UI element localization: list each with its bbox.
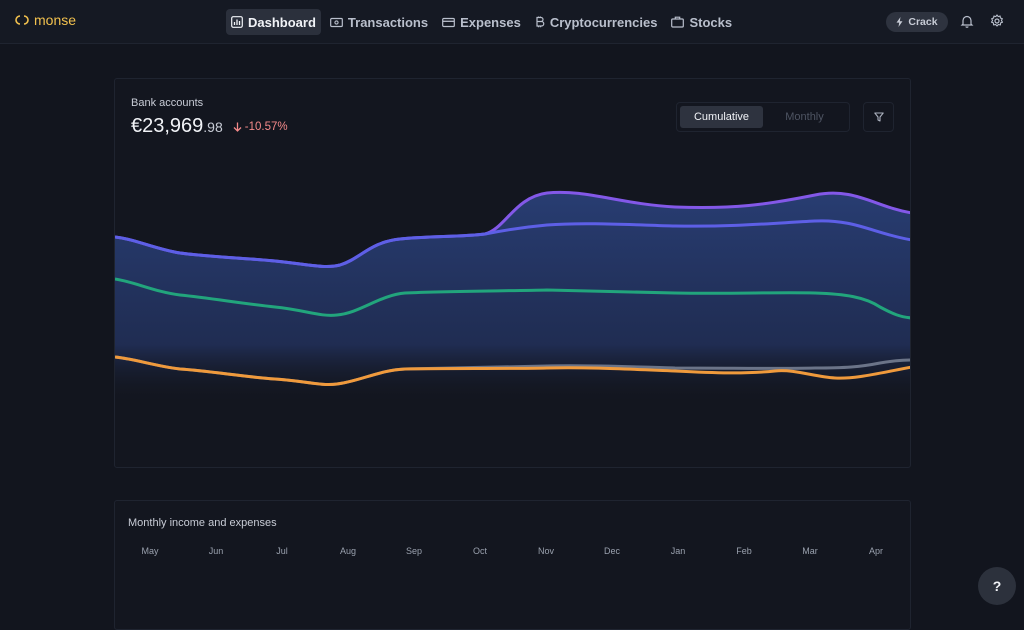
main-nav: Dashboard Transactions Expenses Cryptocu… bbox=[226, 9, 741, 35]
bank-accounts-card: Bank accounts €23,969 .98 -10.57% Cumula… bbox=[114, 78, 911, 468]
nav-label: Stocks bbox=[689, 14, 733, 30]
month-label: Jul bbox=[276, 546, 288, 556]
series-line-orange bbox=[115, 355, 910, 386]
area-fill bbox=[115, 192, 910, 404]
month-axis: May Jun Jul Aug Sep Oct Nov Dec Jan Feb … bbox=[115, 546, 912, 560]
month-label: Mar bbox=[802, 546, 818, 556]
nav-dashboard[interactable]: Dashboard bbox=[226, 9, 321, 35]
crack-label: Crack bbox=[908, 16, 938, 28]
bitcoin-icon bbox=[536, 16, 545, 28]
bank-balance: €23,969 .98 -10.57% bbox=[131, 115, 288, 138]
series-line-indigo bbox=[115, 219, 910, 268]
gear-icon[interactable] bbox=[990, 14, 1004, 28]
month-label: Sep bbox=[405, 546, 422, 556]
balance-decimals: .98 bbox=[203, 119, 223, 135]
arrow-down-icon bbox=[233, 122, 242, 132]
nav-transactions[interactable]: Transactions bbox=[325, 9, 433, 35]
filter-button[interactable] bbox=[863, 102, 894, 132]
month-label: Oct bbox=[472, 546, 487, 556]
bank-accounts-chart bbox=[115, 190, 910, 404]
month-label: May bbox=[141, 546, 159, 556]
balance-amount: €23,969 bbox=[131, 115, 204, 137]
bank-accounts-title: Bank accounts bbox=[131, 97, 204, 109]
crack-button[interactable]: Crack bbox=[886, 12, 948, 32]
monthly-title: Monthly income and expenses bbox=[128, 517, 277, 529]
view-toggle: Cumulative Monthly bbox=[676, 102, 850, 132]
filter-icon bbox=[873, 112, 884, 122]
nav-stocks[interactable]: Stocks bbox=[666, 9, 737, 35]
bell-icon[interactable] bbox=[960, 14, 974, 28]
card-icon bbox=[442, 17, 456, 27]
chart-icon bbox=[231, 16, 243, 28]
monse-logo-icon bbox=[15, 15, 29, 25]
nav-label: Expenses bbox=[460, 14, 521, 30]
help-button[interactable]: ? bbox=[978, 567, 1016, 605]
nav-label: Transactions bbox=[347, 14, 429, 30]
month-label: Dec bbox=[603, 546, 620, 556]
monthly-income-expenses-card: Monthly income and expenses May Jun Jul … bbox=[114, 500, 911, 630]
series-line-green bbox=[115, 277, 910, 320]
month-label: Jun bbox=[208, 546, 224, 556]
nav-expenses[interactable]: Expenses bbox=[437, 9, 526, 35]
banknote-icon bbox=[330, 17, 343, 27]
nav-label: Dashboard bbox=[248, 14, 316, 30]
top-navigation-bar: monse Dashboard Transactions Expenses Cr… bbox=[0, 0, 1024, 44]
brand-logo[interactable]: monse bbox=[15, 12, 76, 28]
nav-label: Cryptocurrencies bbox=[549, 14, 658, 30]
balance-change: -10.57% bbox=[233, 121, 288, 133]
change-percent: -10.57% bbox=[244, 121, 288, 133]
lightning-icon bbox=[896, 17, 903, 27]
briefcase-icon bbox=[671, 16, 685, 28]
month-label: Jan bbox=[670, 546, 686, 556]
brand-name: monse bbox=[34, 12, 77, 28]
nav-cryptocurrencies[interactable]: Cryptocurrencies bbox=[530, 9, 663, 35]
month-label: Feb bbox=[736, 546, 752, 556]
month-label: Apr bbox=[868, 546, 883, 556]
month-label: Nov bbox=[537, 546, 554, 556]
toggle-cumulative[interactable]: Cumulative bbox=[680, 106, 763, 128]
toggle-monthly[interactable]: Monthly bbox=[785, 111, 824, 123]
month-label: Aug bbox=[339, 546, 356, 556]
